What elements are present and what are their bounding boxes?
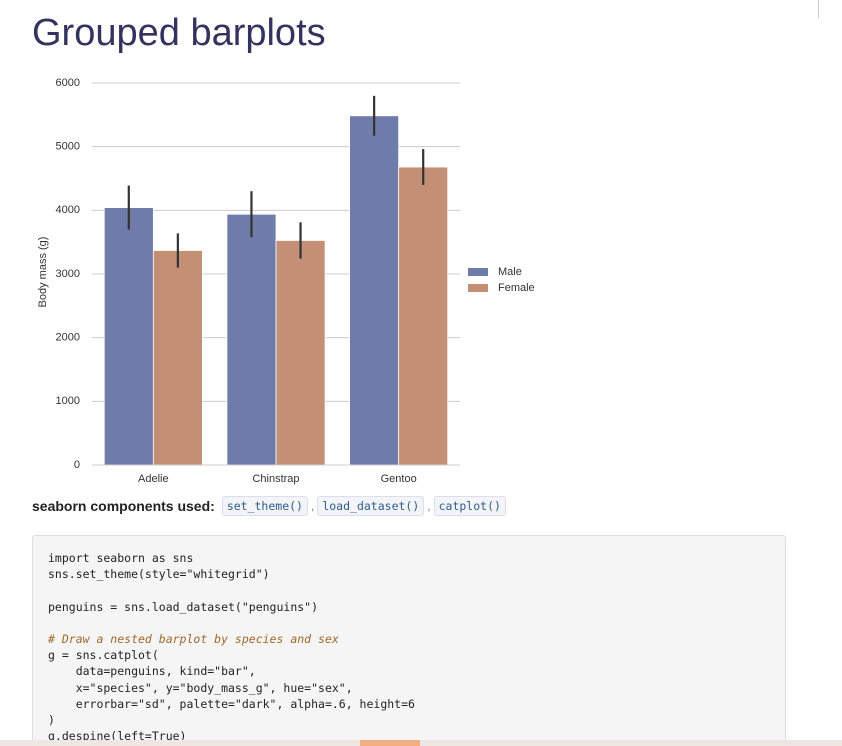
- bar: [226, 213, 277, 466]
- y-axis-label: Body mass (g): [37, 237, 49, 308]
- code-line: ): [48, 712, 55, 727]
- y-tick-label: 6000: [56, 77, 80, 89]
- code-line: x="species", y="body_mass_g", hue="sex",: [48, 680, 353, 695]
- component-chip[interactable]: catplot(): [433, 496, 506, 516]
- y-tick-label: 2000: [56, 332, 80, 344]
- code-block: import seaborn as sns sns.set_theme(style…: [32, 535, 786, 746]
- chart: Body mass (g) 0 1000 2000 3000 4000 5000 6000 A…: [37, 77, 535, 485]
- code-line: g.despine(left=True): [48, 729, 187, 744]
- legend-label: Female: [498, 282, 535, 294]
- code-line: # Draw a nested barplot by species and s…: [48, 631, 339, 646]
- legend-label: Male: [498, 266, 522, 278]
- code-line: sns.set_theme(style="whitegrid"): [48, 567, 270, 582]
- divider: [818, 0, 819, 18]
- components: seaborn components used: set_theme(), loa…: [32, 496, 506, 516]
- y-tick-label: 5000: [56, 141, 80, 153]
- component-chip[interactable]: set_theme(): [221, 496, 308, 516]
- scrollbar: [0, 740, 842, 746]
- scrollbar-thumb: [360, 740, 420, 746]
- code-line: errorbar="sd", palette="dark", alpha=.6,…: [48, 696, 415, 711]
- legend-swatch: [468, 268, 488, 276]
- x-tick-label: Chinstrap: [252, 473, 299, 485]
- y-tick-label: 3000: [56, 268, 80, 280]
- bar: [103, 207, 154, 466]
- page-title: Grouped barplots: [32, 12, 326, 54]
- code-line: [48, 582, 770, 598]
- code-line: [48, 615, 770, 631]
- bar: [349, 115, 400, 466]
- components-label: seaborn components used:: [32, 498, 215, 514]
- x-tick-label: Adelie: [138, 473, 169, 485]
- bar: [275, 240, 326, 466]
- bar: [398, 166, 449, 466]
- y-tick-label: 4000: [56, 204, 80, 216]
- y-tick-label: 1000: [56, 395, 80, 407]
- bar: [152, 250, 203, 466]
- code-line: penguins = sns.load_dataset("penguins"): [48, 599, 319, 614]
- separator: ,: [310, 499, 315, 513]
- code-line: g = sns.catplot(: [48, 648, 159, 663]
- code-line: import seaborn as sns: [48, 551, 194, 565]
- code-line: data=penguins, kind="bar",: [48, 664, 256, 679]
- x-tick-label: Gentoo: [381, 473, 417, 485]
- legend-swatch: [468, 284, 488, 292]
- y-tick-label: 0: [74, 459, 80, 471]
- component-chip[interactable]: load_dataset(): [317, 496, 425, 516]
- separator: ,: [427, 499, 431, 513]
